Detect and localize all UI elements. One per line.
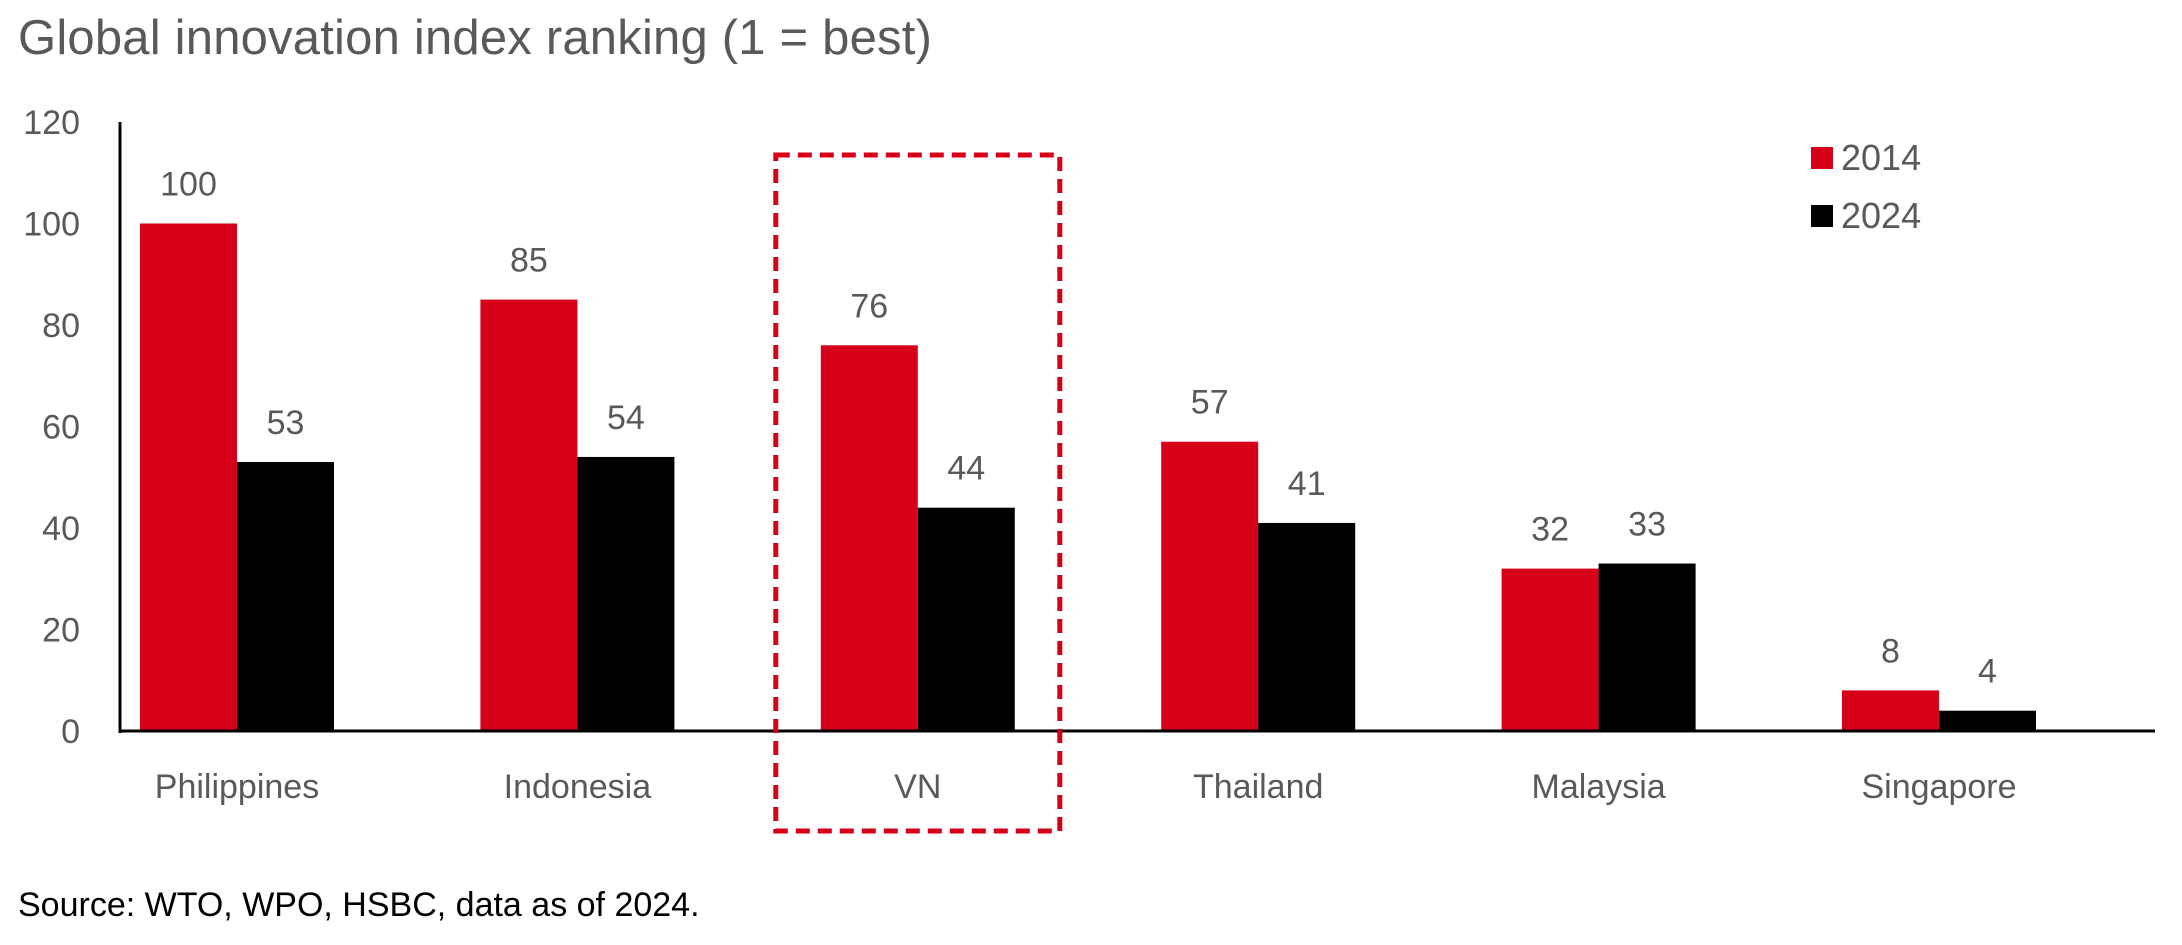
bar-2024-malaysia <box>1598 563 1696 731</box>
chart-title: Global innovation index ranking (1 = bes… <box>18 11 933 65</box>
data-label-2014: 85 <box>510 242 548 280</box>
bar-chart: 0 20 40 60 80 100 120 100 53 Philippines 85 54 Indon… <box>23 104 2155 834</box>
data-label-2014: 100 <box>160 166 217 204</box>
highlight-box <box>773 152 1063 834</box>
data-label-2014: 8 <box>1881 632 1900 670</box>
source-note: Source: WTO, WPO, HSBC, data as of 2024. <box>18 886 700 924</box>
x-tick-label: Singapore <box>1861 768 2016 806</box>
bar-2024-philippines <box>237 462 334 731</box>
data-label-2014: 76 <box>850 287 888 325</box>
y-tick-label: 40 <box>42 510 80 548</box>
y-tick-label: 120 <box>23 104 80 142</box>
bar-2014-philippines <box>140 223 237 731</box>
bar-2024-singapore <box>1939 710 2036 731</box>
bar-2024-indonesia <box>577 456 675 731</box>
x-tick-label: Thailand <box>1193 768 1323 806</box>
bar-2024-thailand <box>1258 522 1356 731</box>
bar-2014-thailand <box>1161 441 1259 731</box>
bar-2014-indonesia <box>480 299 578 731</box>
bar-2014-malaysia <box>1501 568 1599 731</box>
data-label-2024: 53 <box>267 404 305 442</box>
y-tick-label: 80 <box>42 307 80 345</box>
legend-swatch-2024 <box>1811 205 1833 227</box>
y-tick-label: 100 <box>23 206 80 244</box>
x-tick-label: VN <box>894 768 941 806</box>
y-tick-label: 0 <box>61 713 80 751</box>
data-label-2014: 57 <box>1191 384 1229 422</box>
x-tick-label: Indonesia <box>504 768 652 806</box>
y-tick-label: 20 <box>42 612 80 650</box>
bar-2014-vn <box>820 345 918 731</box>
data-label-2024: 33 <box>1628 506 1666 544</box>
y-tick-label: 60 <box>42 409 80 447</box>
bar-2024-vn <box>917 507 1015 731</box>
data-label-2024: 41 <box>1288 465 1326 503</box>
legend-label-2014: 2014 <box>1841 137 1921 178</box>
x-tick-label: Philippines <box>155 768 319 806</box>
data-label-2024: 54 <box>607 399 645 437</box>
data-label-2014: 32 <box>1531 511 1569 549</box>
data-label-2024: 44 <box>947 450 985 488</box>
bar-2014-singapore <box>1842 690 1939 731</box>
legend-swatch-2014 <box>1811 147 1833 169</box>
x-tick-label: Malaysia <box>1532 768 1666 806</box>
legend-label-2024: 2024 <box>1841 195 1921 236</box>
data-label-2024: 4 <box>1978 653 1997 691</box>
